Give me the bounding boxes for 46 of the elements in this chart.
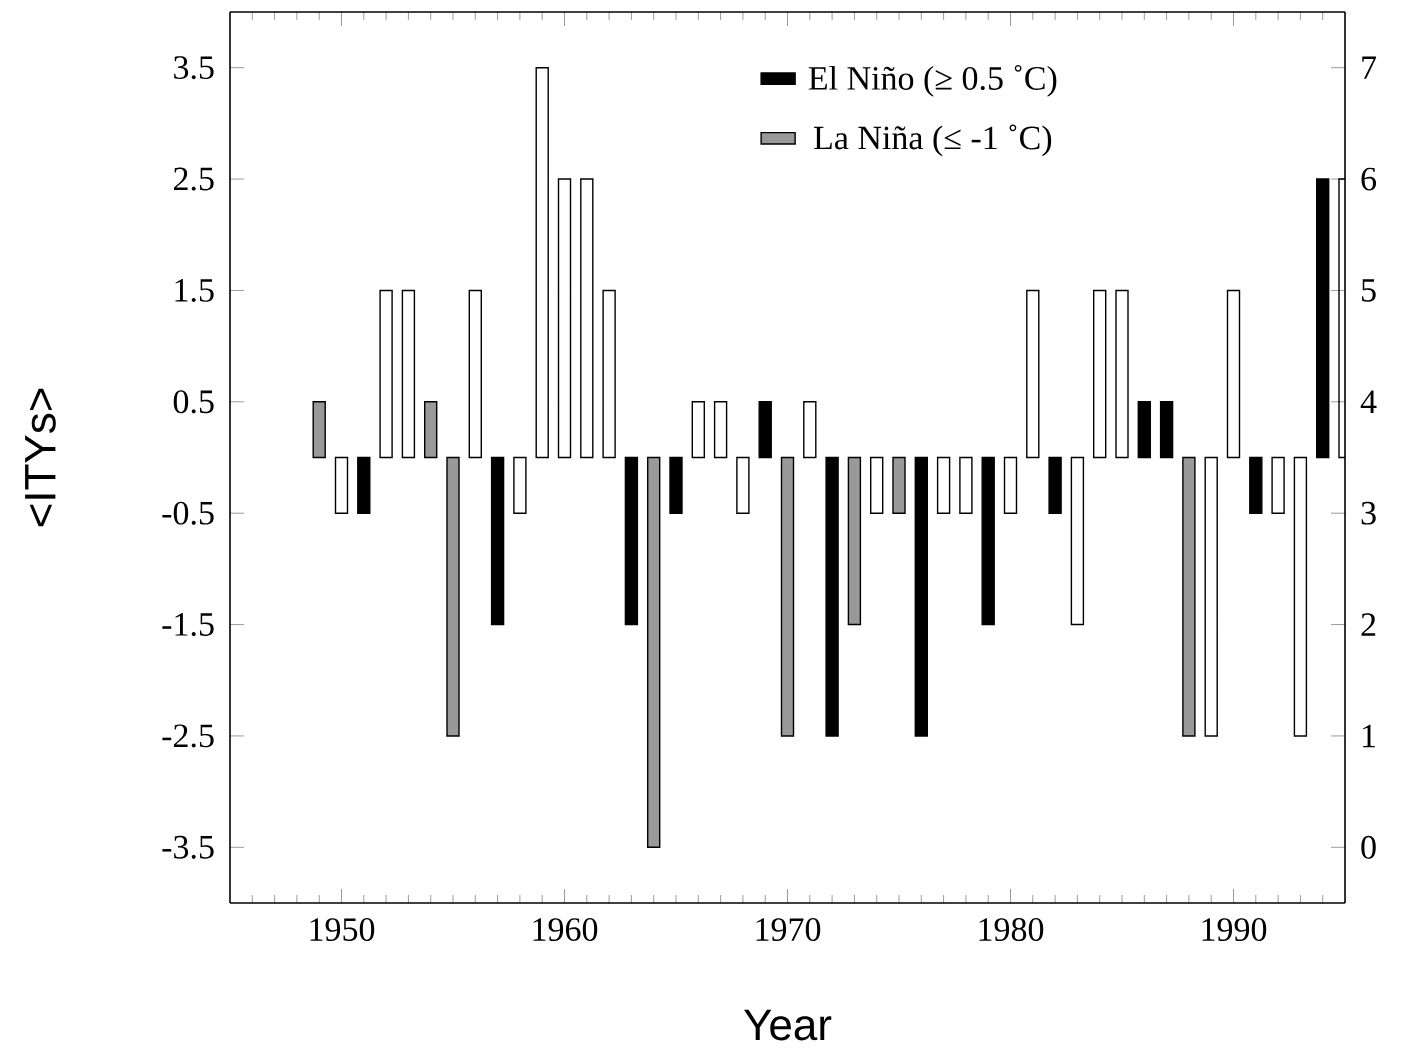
y2-tick-label: 1 (1363, 724, 1376, 748)
bar (624, 456, 639, 626)
bar (490, 456, 505, 626)
bar (981, 456, 995, 626)
bar (446, 456, 460, 737)
y-tick-label: 0.5 (173, 390, 214, 414)
x-tick-label: 1970 (756, 918, 821, 941)
y-tick-label: -0.5 (162, 501, 214, 525)
x-tick-label: 1950 (310, 918, 375, 941)
legend-label: La Niña (≤ -1 ˚C) (814, 124, 1052, 157)
bar (1182, 456, 1196, 737)
bar (1316, 178, 1330, 459)
y2-tick-label: 4 (1360, 390, 1377, 413)
bar (1249, 456, 1263, 514)
x-tick-label: 1980 (979, 918, 1044, 941)
x-axis-title: Year (744, 1009, 832, 1041)
y-tick-label: -1.5 (162, 613, 214, 637)
y-tick-label: -3.5 (162, 835, 214, 859)
bar (1137, 401, 1151, 459)
y2-tick-label: 0 (1361, 835, 1376, 859)
y-tick-label: 1.5 (175, 278, 214, 302)
y2-tick-label: 2 (1361, 613, 1376, 636)
y2-tick-label: 6 (1361, 167, 1377, 191)
bar (914, 456, 928, 737)
bar (357, 456, 371, 514)
bar (758, 401, 772, 459)
y-tick-label: 3.5 (174, 56, 214, 80)
y-tick-label: -2.5 (162, 724, 214, 748)
y-axis-title: <ITYs> (25, 388, 56, 527)
y2-tick-label: 7 (1362, 56, 1377, 79)
y-tick-label: 2.5 (173, 167, 214, 191)
bar (669, 456, 683, 514)
x-tick-label: 1960 (533, 918, 598, 941)
y2-tick-label: 3 (1361, 501, 1376, 525)
bar (847, 456, 862, 626)
bar (892, 456, 906, 514)
bar (1159, 401, 1174, 459)
y2-tick-label: 5 (1362, 279, 1376, 302)
bar (312, 401, 326, 459)
bar (424, 401, 438, 459)
bar (780, 456, 795, 737)
x-tick-label: 1990 (1202, 918, 1267, 941)
legend-label: El Niño (≥ 0.5 ˚C) (808, 64, 1057, 97)
bar (1048, 456, 1062, 514)
bar (825, 456, 839, 737)
bar (647, 456, 661, 849)
